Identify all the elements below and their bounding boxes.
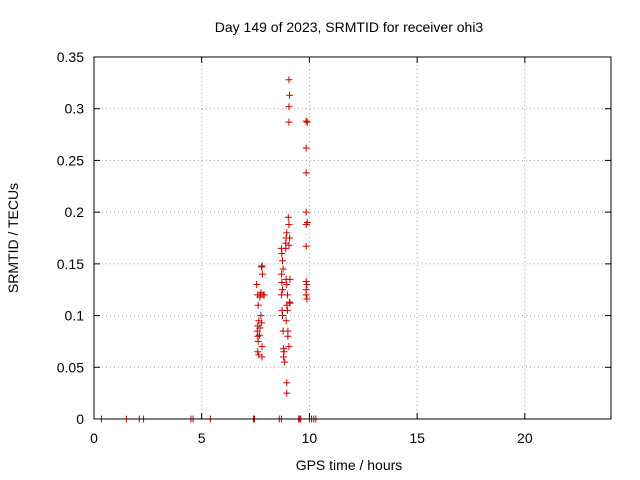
- data-point: [257, 312, 265, 320]
- data-point: [302, 291, 310, 299]
- data-point: [303, 281, 311, 289]
- data-point: [303, 295, 311, 303]
- x-tick-label: 15: [409, 430, 425, 446]
- y-tick-label: 0.1: [65, 308, 85, 324]
- data-point: [258, 263, 266, 271]
- data-point: [286, 91, 294, 99]
- data-point: [253, 281, 261, 289]
- y-tick-label: 0.3: [65, 101, 85, 117]
- chart-title: Day 149 of 2023, SRMTID for receiver ohi…: [215, 19, 484, 35]
- data-point: [278, 278, 286, 286]
- data-point: [283, 389, 291, 397]
- grid-layer: [94, 57, 611, 419]
- data-point: [302, 221, 310, 229]
- data-point: [282, 244, 290, 252]
- data-point: [278, 286, 286, 294]
- data-point: [285, 118, 293, 126]
- data-point: [256, 324, 264, 332]
- y-tick-label: 0.25: [57, 152, 84, 168]
- data-point: [258, 353, 266, 361]
- data-point: [258, 270, 266, 278]
- y-tick-label: 0: [76, 411, 84, 427]
- plot-frame: [93, 56, 612, 420]
- x-tick-label: 5: [198, 430, 206, 446]
- data-point: [258, 343, 266, 351]
- data-point: [278, 257, 286, 265]
- data-point: [283, 229, 291, 237]
- y-tick-label: 0.2: [65, 204, 85, 220]
- data-point: [255, 331, 263, 339]
- data-point: [286, 275, 294, 283]
- data-point: [260, 291, 268, 299]
- y-axis-label: SRMTID / TECUs: [5, 183, 21, 293]
- data-point: [277, 291, 285, 299]
- data-point: [279, 265, 287, 273]
- data-point: [302, 242, 310, 250]
- data-point: [283, 291, 291, 299]
- data-point: [303, 118, 311, 126]
- data-point: [302, 144, 310, 152]
- y-tick-label: 0.15: [57, 256, 84, 272]
- data-point: [258, 319, 266, 327]
- data-point: [281, 358, 289, 366]
- y-tick-label: 0.05: [57, 359, 84, 375]
- x-tick-label: 20: [517, 430, 533, 446]
- data-points: [98, 76, 320, 423]
- y-tick-label: 0.35: [57, 49, 84, 65]
- data-point: [284, 332, 292, 340]
- data-point: [280, 353, 288, 361]
- x-axis-label: GPS time / hours: [296, 457, 403, 473]
- data-point: [284, 213, 292, 221]
- data-point: [283, 306, 291, 314]
- data-point: [302, 277, 310, 285]
- data-point: [285, 343, 293, 351]
- data-point: [285, 241, 293, 249]
- tick-layer: 0 0.05 0.1 0.15 0.2 0.25 0.3 0.35 0 5 10 15 20: [57, 49, 611, 446]
- data-point: [283, 379, 291, 387]
- data-point: [254, 337, 262, 345]
- data-point: [278, 250, 286, 258]
- data-point: [283, 281, 291, 289]
- data-point: [302, 117, 310, 125]
- data-point: [277, 270, 285, 278]
- data-point: [302, 208, 310, 216]
- data-point: [285, 221, 293, 229]
- data-point: [286, 234, 294, 242]
- data-point: [286, 299, 294, 307]
- data-point: [254, 301, 262, 309]
- data-point: [302, 169, 310, 177]
- data-point: [285, 103, 293, 111]
- data-point: [254, 348, 262, 356]
- data-point: [285, 76, 293, 84]
- x-tick-label: 0: [90, 430, 98, 446]
- data-point: [278, 312, 286, 320]
- data-point: [282, 317, 290, 325]
- x-tick-label: 10: [302, 430, 318, 446]
